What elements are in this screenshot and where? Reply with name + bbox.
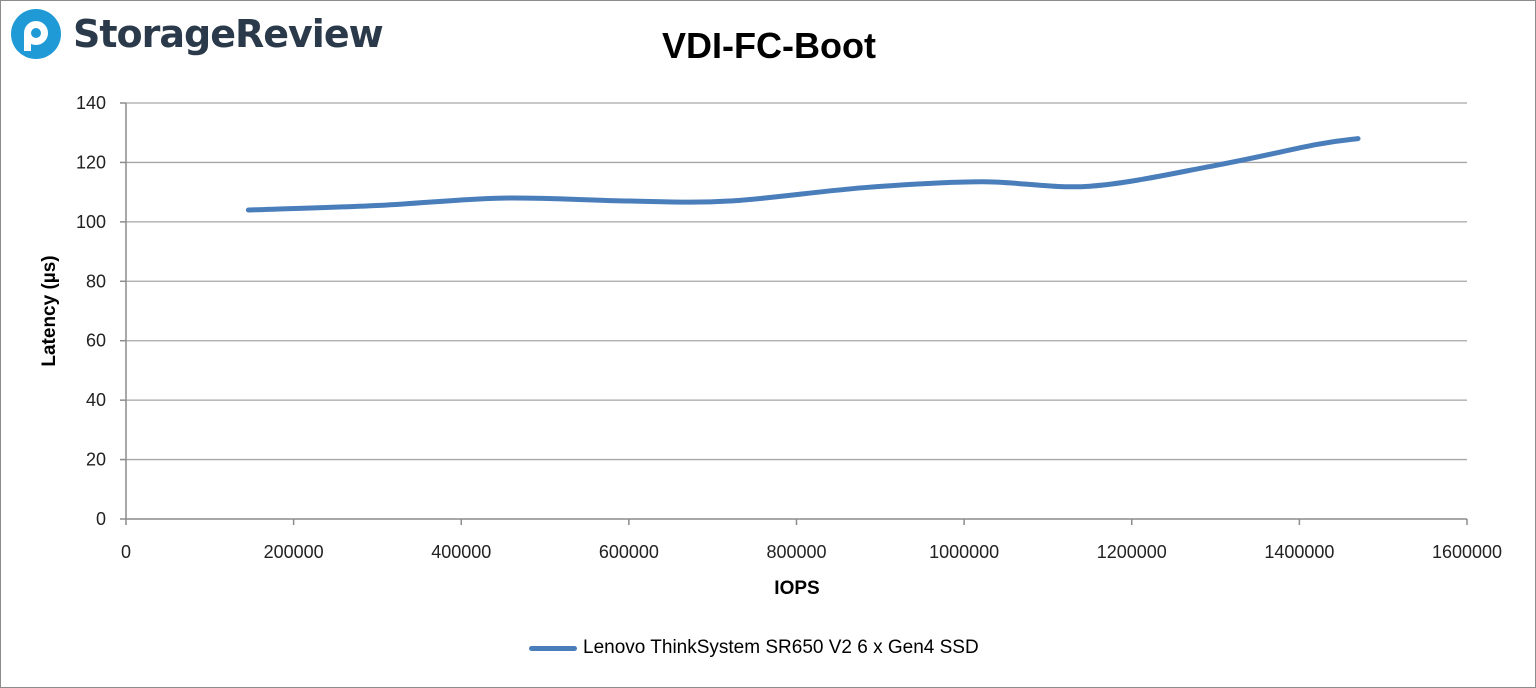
series-line bbox=[245, 136, 1361, 213]
x-tick-label: 1000000 bbox=[929, 542, 999, 562]
x-tick-label: 400000 bbox=[431, 542, 491, 562]
y-tick-label: 20 bbox=[86, 450, 106, 470]
storagereview-logo-icon bbox=[11, 9, 61, 59]
brand-name: StorageReview bbox=[73, 12, 384, 56]
y-tick-label: 140 bbox=[76, 93, 106, 113]
legend-label: Lenovo ThinkSystem SR650 V2 6 x Gen4 SSD bbox=[583, 637, 979, 658]
y-tick-label: 120 bbox=[76, 152, 106, 172]
x-tick-label: 600000 bbox=[599, 542, 659, 562]
chart-title: VDI-FC-Boot bbox=[662, 25, 876, 66]
x-axis-ticks: 0 200000 400000 600000 800000 1000000 1200000 1… bbox=[121, 519, 1502, 562]
x-tick-label: 1600000 bbox=[1432, 542, 1502, 562]
y-tick-label: 40 bbox=[86, 390, 106, 410]
gridlines bbox=[126, 102, 1467, 461]
y-tick-label: 60 bbox=[86, 331, 106, 351]
x-tick-label: 1400000 bbox=[1264, 542, 1334, 562]
y-tick-label: 0 bbox=[96, 509, 106, 529]
legend-swatch bbox=[529, 645, 577, 651]
x-tick-label: 0 bbox=[121, 542, 131, 562]
y-axis-title: Latency (µs) bbox=[39, 255, 60, 366]
x-tick-label: 1200000 bbox=[1097, 542, 1167, 562]
x-tick-label: 800000 bbox=[766, 542, 826, 562]
y-tick-label: 100 bbox=[76, 212, 106, 232]
y-tick-label: 80 bbox=[86, 271, 106, 291]
legend: Lenovo ThinkSystem SR650 V2 6 x Gen4 SSD bbox=[529, 637, 979, 659]
brand-logo: StorageReview bbox=[9, 7, 384, 61]
axes bbox=[125, 103, 1467, 520]
x-axis-title: IOPS bbox=[774, 578, 819, 599]
series-layer bbox=[245, 136, 1361, 213]
x-tick-label: 200000 bbox=[264, 542, 324, 562]
y-axis-ticks: 0 20 40 60 80 100 120 140 bbox=[76, 93, 126, 529]
